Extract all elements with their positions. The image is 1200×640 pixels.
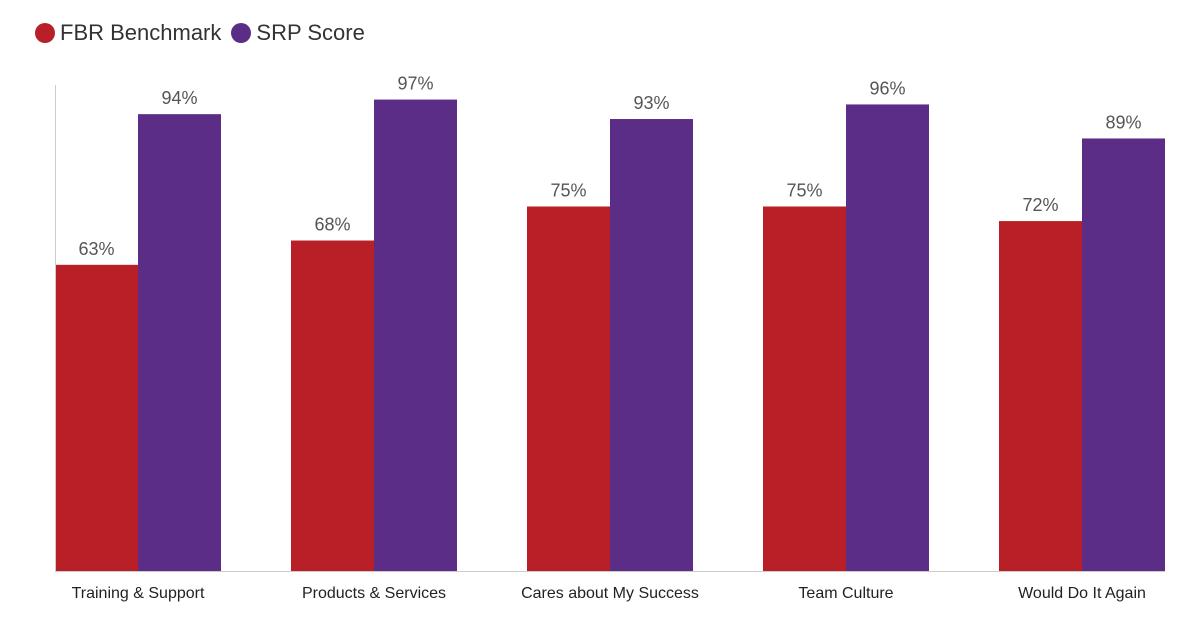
x-tick-label-training-and-support: Training & Support [72,585,205,602]
legend-label-fbr-benchmark: FBR Benchmark [60,20,222,45]
data-label-srp-score-cares-about-my-success: 93% [633,93,669,113]
bar-srp-score-would-do-it-again[interactable] [1082,138,1165,571]
bar-fbr-benchmark-products-and-services[interactable] [291,240,374,571]
data-label-srp-score-would-do-it-again: 89% [1105,112,1141,132]
data-label-srp-score-team-culture: 96% [869,78,905,98]
bars-layer [55,99,1165,572]
x-tick-label-products-and-services: Products & Services [302,585,446,602]
data-label-srp-score-training-and-support: 94% [161,88,197,108]
data-label-srp-score-products-and-services: 97% [397,74,433,94]
data-label-fbr-benchmark-cares-about-my-success: 75% [550,181,586,201]
labels-layer: 63% 94% Training & Support 68% 97% Products &… [72,74,1146,602]
bar-srp-score-team-culture[interactable] [846,104,929,571]
bar-fbr-benchmark-cares-about-my-success[interactable] [527,206,610,572]
bar-fbr-benchmark-team-culture[interactable] [763,206,846,572]
data-label-fbr-benchmark-team-culture: 75% [786,181,822,201]
data-label-fbr-benchmark-would-do-it-again: 72% [1022,195,1058,215]
data-label-fbr-benchmark-products-and-services: 68% [314,215,350,235]
data-label-fbr-benchmark-training-and-support: 63% [78,239,114,259]
legend-label-srp-score: SRP Score [256,20,365,45]
x-tick-label-would-do-it-again: Would Do It Again [1018,585,1146,602]
legend-swatch-fbr-benchmark [35,23,55,43]
bar-fbr-benchmark-would-do-it-again[interactable] [999,221,1082,571]
bar-srp-score-products-and-services[interactable] [374,99,457,571]
legend-item-fbr-benchmark[interactable]: FBR Benchmark [35,20,221,46]
bar-fbr-benchmark-training-and-support[interactable] [55,264,138,571]
bar-srp-score-training-and-support[interactable] [138,114,221,571]
chart-legend: FBR Benchmark SRP Score [35,19,375,47]
x-tick-label-team-culture: Team Culture [798,585,893,602]
bar-srp-score-cares-about-my-success[interactable] [610,119,693,572]
legend-swatch-srp-score [231,23,252,43]
legend-item-srp-score[interactable]: SRP Score [231,20,365,46]
x-tick-label-cares-about-my-success: Cares about My Success [521,585,699,602]
